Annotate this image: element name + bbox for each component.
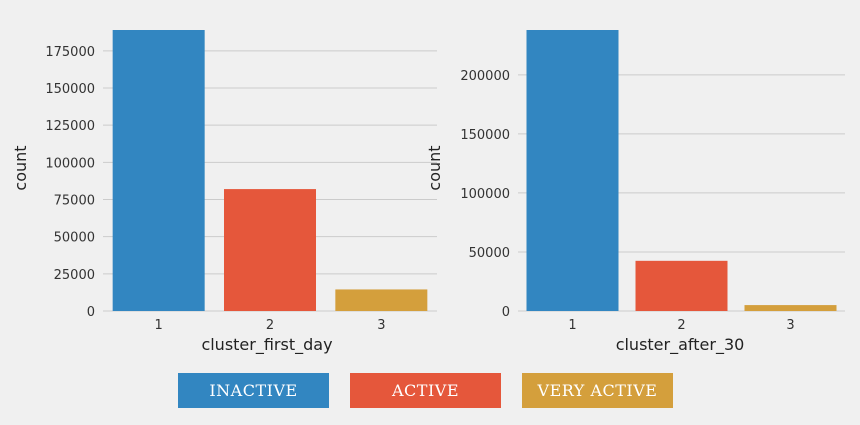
bar-after-30-2 [635, 260, 728, 311]
y-axis-label: count [11, 145, 30, 190]
y-tick-label: 100000 [45, 156, 95, 171]
legend-item-very-active: VERY ACTIVE [522, 373, 673, 408]
y-tick-label: 0 [87, 305, 95, 320]
bar-first-day-3 [335, 289, 428, 311]
bar-after-30-1 [526, 30, 619, 311]
y-tick-label: 200000 [460, 69, 510, 84]
bar-first-day-2 [224, 189, 316, 311]
y-tick-label: 50000 [54, 231, 95, 246]
x-tick-label: 1 [155, 318, 163, 333]
y-tick-label: 75000 [54, 193, 95, 208]
x-axis-label: cluster_first_day [201, 335, 332, 355]
legend-item-inactive: INACTIVE [178, 373, 329, 408]
y-tick-label: 0 [502, 305, 510, 320]
y-tick-label: 150000 [45, 82, 95, 97]
x-axis-label: cluster_after_30 [616, 335, 745, 355]
y-axis-label: count [425, 145, 444, 190]
y-tick-label: 25000 [54, 268, 95, 283]
legend-item-active: ACTIVE [350, 373, 501, 408]
chart-cluster-after-30: 0 50000 100000 150000 200000 1 2 3 cluster_after… [425, 30, 845, 355]
y-tick-label: 125000 [45, 119, 95, 134]
y-tick-label: 150000 [460, 128, 510, 143]
x-tick-label: 2 [677, 318, 685, 333]
y-tick-label: 100000 [460, 187, 510, 202]
y-tick-label: 50000 [469, 246, 510, 261]
x-tick-label: 3 [377, 318, 385, 333]
x-tick-label: 3 [786, 318, 794, 333]
x-tick-label: 2 [266, 318, 274, 333]
bar-first-day-1 [112, 30, 205, 311]
x-tick-label: 1 [568, 318, 576, 333]
y-tick-label: 175000 [45, 45, 95, 60]
chart-cluster-first-day: 0 25000 50000 75000 100000 125000 150000 175000… [11, 30, 437, 355]
bar-after-30-3 [744, 305, 837, 311]
